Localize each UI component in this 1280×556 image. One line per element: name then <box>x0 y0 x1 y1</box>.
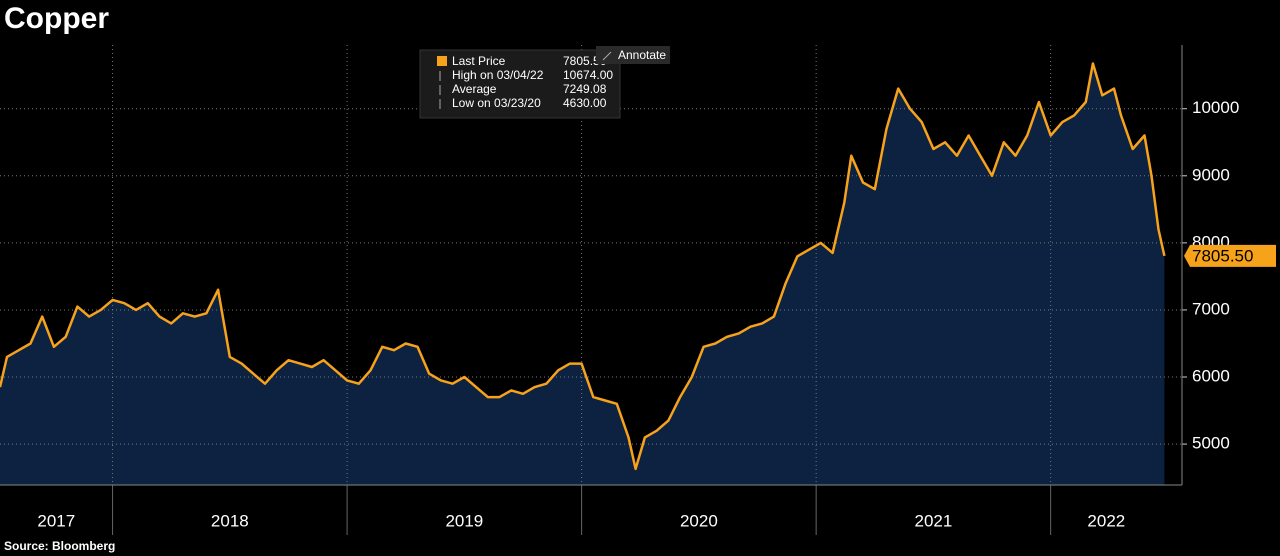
last-value-tag <box>1184 244 1276 267</box>
x-tick-label: 2020 <box>680 511 718 530</box>
legend-value: 4630.00 <box>563 96 607 110</box>
x-tick-label: 2019 <box>445 511 483 530</box>
legend-label: High on 03/04/22 <box>452 68 544 82</box>
legend-swatch <box>437 56 447 66</box>
legend-label: Average <box>452 82 497 96</box>
price-line <box>0 62 1166 471</box>
area <box>0 63 1165 485</box>
y-tick-label: 7000 <box>1192 299 1230 318</box>
x-tick-label: 2017 <box>37 511 75 530</box>
legend-label: Last Price <box>452 54 506 68</box>
legend-value: 10674.00 <box>563 68 613 82</box>
legend-box <box>419 49 621 119</box>
annotate-label: Annotate <box>618 48 666 62</box>
annotate-button[interactable] <box>596 46 670 64</box>
legend-value: 7249.08 <box>563 82 607 96</box>
y-tick-label: 9000 <box>1192 165 1230 184</box>
y-tick-label: 6000 <box>1192 366 1230 385</box>
source: Source: Bloomberg <box>4 539 115 553</box>
x-tick-label: 2018 <box>211 511 249 530</box>
annotate-icon <box>602 51 612 61</box>
last-value-label: 7805.50 <box>1192 246 1253 265</box>
y-tick-label: 5000 <box>1192 434 1230 453</box>
legend-value: 7805.50 <box>563 54 607 68</box>
legend-label: Low on 03/23/20 <box>452 96 541 110</box>
chart-title: Copper <box>4 2 109 35</box>
x-tick-label: 2021 <box>914 511 952 530</box>
x-tick-label: 2022 <box>1087 511 1125 530</box>
y-tick-label: 10000 <box>1192 98 1239 117</box>
